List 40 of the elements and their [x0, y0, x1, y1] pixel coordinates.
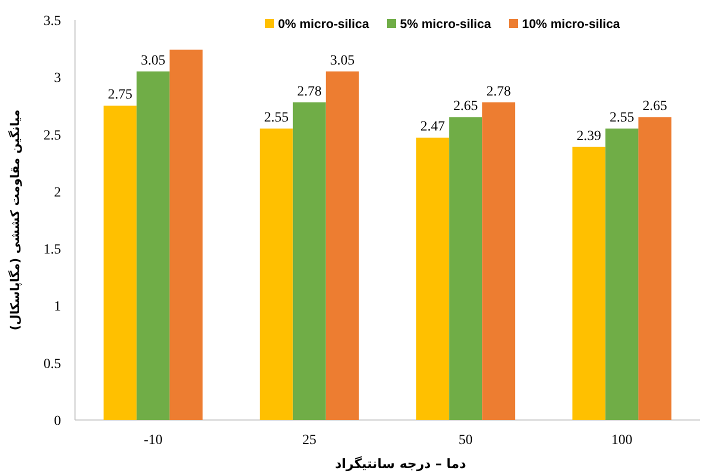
bar [482, 102, 516, 420]
y-tick-label: 1.5 [44, 242, 61, 258]
bar [416, 138, 450, 420]
data-label: 2.78 [486, 84, 511, 100]
y-axis-title: میانگین مقاومت کششی (مگاپاسکال) [8, 110, 22, 330]
y-tick-label: 3.5 [44, 14, 61, 29]
data-label: 2.47 [420, 120, 445, 135]
data-label: 3.05 [330, 53, 355, 68]
data-label: 2.65 [453, 99, 478, 114]
x-tick-label: 50 [458, 433, 473, 448]
y-tick-label: 3 [54, 71, 61, 86]
x-axis-title: دما – درجه سانتیگراد [334, 456, 466, 472]
bar [449, 117, 482, 420]
data-label: 2.55 [264, 110, 289, 126]
y-tick-label: 2 [54, 185, 61, 200]
y-tick-label: 1 [54, 300, 61, 315]
bar [605, 128, 638, 420]
bar [104, 106, 137, 420]
legend-label: 0% micro-silica [278, 17, 370, 31]
bar [260, 128, 293, 420]
data-label: 2.39 [576, 128, 602, 144]
bar [326, 71, 359, 420]
data-label: 2.75 [108, 88, 132, 103]
y-tick-label: 0 [54, 414, 61, 429]
bar [292, 102, 326, 420]
y-tick-label: 0.5 [44, 356, 61, 372]
x-tick-label: -10 [144, 433, 162, 448]
bar [136, 71, 170, 420]
y-tick-label: 2.5 [44, 128, 61, 144]
bar [572, 146, 606, 420]
data-label: 2.55 [610, 110, 634, 126]
legend-label: 5% micro-silica [400, 17, 492, 31]
data-label: 3.05 [140, 53, 166, 68]
bar [170, 50, 203, 420]
data-label: 2.65 [642, 99, 668, 114]
data-label: 2.78 [297, 84, 322, 100]
bar [638, 117, 672, 420]
x-tick-label: 25 [302, 433, 316, 448]
legend-label: 10% micro-silica [522, 17, 622, 31]
x-tick-label: 100 [611, 433, 632, 448]
